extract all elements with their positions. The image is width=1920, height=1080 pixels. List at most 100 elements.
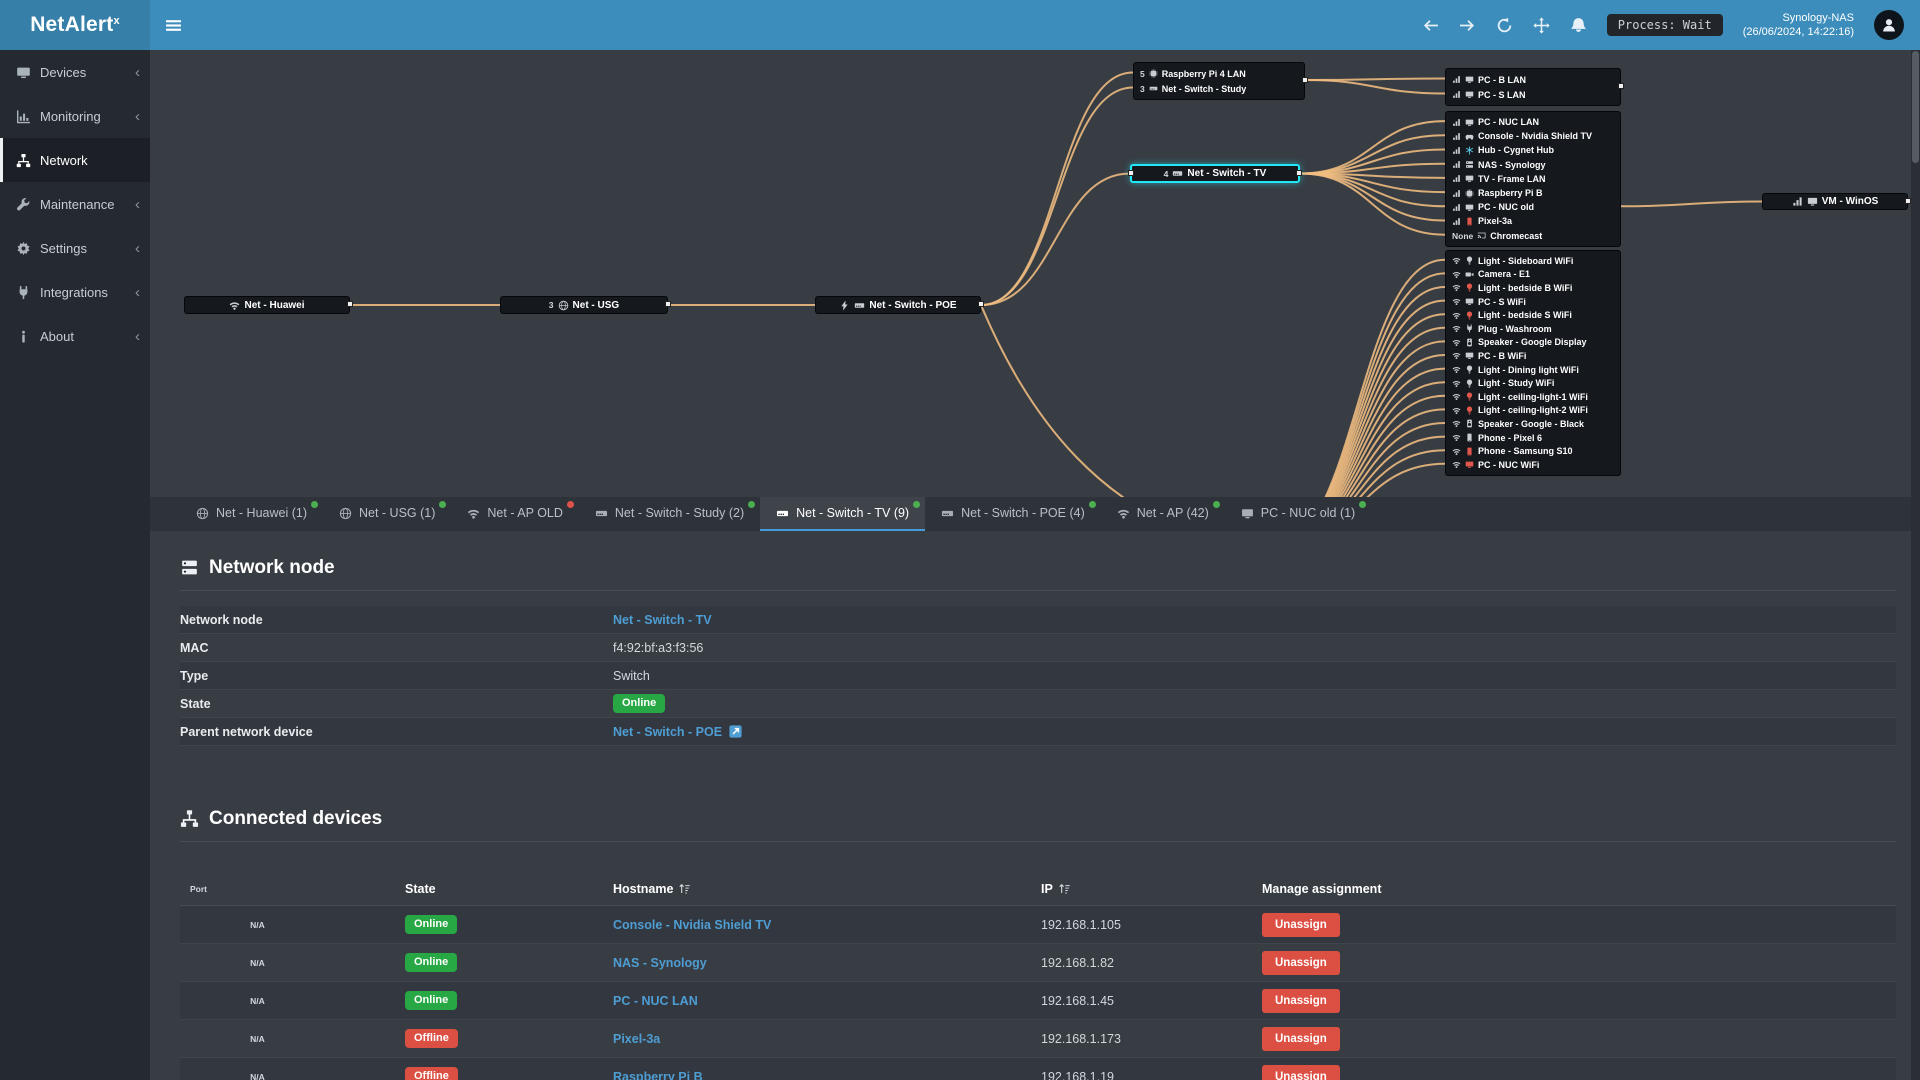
phone-icon (1465, 447, 1474, 456)
device-entry: Raspberry Pi B (1446, 186, 1620, 200)
device-entry: Pixel-3a (1446, 214, 1620, 228)
port-cell: N/A (250, 1033, 265, 1044)
column-header-label: IP (1041, 881, 1053, 896)
tab-net-switch-study-2-[interactable]: Net - Switch - Study (2) (579, 497, 760, 531)
monitor-icon (1465, 460, 1474, 469)
port-cell: N/A (250, 957, 265, 968)
device-link[interactable]: Pixel-3a (613, 1031, 661, 1046)
tab-net-ap-42-[interactable]: Net - AP (42) (1101, 497, 1225, 531)
server-icon (180, 558, 199, 577)
sidebar-item-label: Maintenance (40, 196, 115, 212)
switch-icon (1172, 168, 1183, 179)
ip-column-header[interactable]: IP (1041, 882, 1262, 896)
sidebar-item-network[interactable]: Network (0, 138, 150, 182)
state-cell: Online (405, 952, 613, 973)
hostname-cell: Console - Nvidia Shield TV (613, 918, 1041, 932)
device-link[interactable]: NAS - Synology (613, 955, 707, 970)
connected-devices-section-header: Connected devices (180, 796, 1896, 842)
unassign-button[interactable]: Unassign (1262, 1026, 1340, 1051)
topology-group-glan[interactable]: PC - B LAN PC - S LAN (1445, 68, 1624, 106)
column-header-label: Manage assignment (1262, 881, 1382, 896)
topology-group-gtv[interactable]: PC - NUC LAN Console - Nvidia Shield TV Hu… (1445, 111, 1621, 247)
sidebar-item-about[interactable]: About ‹ (0, 314, 150, 358)
sidebar-toggle-button[interactable] (150, 0, 196, 50)
detail-link[interactable]: Net - Switch - TV (613, 612, 712, 627)
device-label: Light - bedside S WiFi (1478, 310, 1572, 321)
globe-icon (339, 507, 352, 520)
bulb-icon (1465, 311, 1474, 320)
hostname-cell: NAS - Synology (613, 956, 1041, 970)
unassign-button[interactable]: Unassign (1262, 950, 1340, 975)
detail-value: Switch (613, 668, 650, 683)
tab-net-switch-poe-4-[interactable]: Net - Switch - POE (4) (925, 497, 1101, 531)
pan-move-icon[interactable] (1533, 17, 1550, 34)
tab-net-usg-1-[interactable]: Net - USG (1) (323, 497, 451, 531)
nav-back-icon[interactable] (1422, 17, 1439, 34)
topology-node-usg[interactable]: 3 Net - USG (500, 296, 671, 314)
topology-node-vm[interactable]: VM - WinOS (1762, 193, 1911, 210)
status-dot (1088, 501, 1096, 508)
hostname-column-header[interactable]: Hostname (613, 882, 1041, 896)
tab-net-switch-tv-9-[interactable]: Net - Switch - TV (9) (760, 497, 926, 531)
topology-node-huawei[interactable]: Net - Huawei (184, 296, 353, 314)
topology-node-tv[interactable]: 4 Net - Switch - TV (1128, 164, 1302, 183)
sidebar-item-devices[interactable]: Devices ‹ (0, 50, 150, 94)
unassign-button[interactable]: Unassign (1262, 1064, 1340, 1080)
device-label: Light - ceiling-light-1 WiFi (1478, 391, 1588, 402)
sidebar-item-monitoring[interactable]: Monitoring ‹ (0, 94, 150, 138)
device-row: N/A Online NAS - Synology 192.168.1.82 Unass… (180, 944, 1896, 982)
tab-label: Net - Huawei (1) (216, 506, 307, 520)
notifications-bell-icon[interactable] (1570, 17, 1587, 34)
device-link[interactable]: PC - NUC LAN (613, 993, 698, 1008)
device-label: Camera - E1 (1478, 269, 1531, 280)
connector-handle (1905, 197, 1911, 204)
port-label: 5 (1140, 68, 1145, 79)
hostname-cell: PC - NUC LAN (613, 994, 1041, 1008)
network-diagram[interactable]: Net - Huawei 3 Net - USG Net - Switch - POE… (150, 50, 1920, 497)
scrollbar-thumb[interactable] (1912, 51, 1919, 163)
nav-forward-icon[interactable] (1459, 17, 1476, 34)
wifi-icon (1452, 460, 1461, 469)
status-dot (913, 501, 921, 508)
device-link[interactable]: Raspberry Pi B (613, 1069, 703, 1080)
topology-group-gwifi[interactable]: Light - Sideboard WiFi Camera - E1 Light -… (1445, 250, 1621, 476)
user-avatar[interactable] (1874, 10, 1904, 40)
tab-label: Net - Switch - POE (4) (961, 506, 1085, 520)
sort-icon (678, 882, 691, 895)
tab-net-huawei-1-[interactable]: Net - Huawei (1) (180, 497, 323, 531)
hub-icon (1465, 146, 1474, 155)
camera-icon (1465, 270, 1474, 279)
bulb-icon (1465, 392, 1474, 401)
refresh-icon[interactable] (1496, 17, 1513, 34)
sidebar-item-integrations[interactable]: Integrations ‹ (0, 270, 150, 314)
phone-icon (1465, 433, 1474, 442)
status-dot (1212, 501, 1220, 508)
device-link[interactable]: Console - Nvidia Shield TV (613, 917, 772, 932)
device-entry: Speaker - Google Display (1446, 336, 1620, 350)
lan-icon (1452, 75, 1461, 84)
topology-group-gstudy[interactable]: 5 Raspberry Pi 4 LAN 3 Net - Switch - Study (1133, 62, 1308, 100)
sidebar-item-settings[interactable]: Settings ‹ (0, 226, 150, 270)
detail-row: Parent network device Net - Switch - POE (180, 718, 1896, 746)
tab-net-ap-old[interactable]: Net - AP OLD (451, 497, 579, 531)
app-logo[interactable]: NetAlert x (0, 0, 150, 50)
device-label: Chromecast (1490, 230, 1543, 241)
device-entry: Phone - Pixel 6 (1446, 431, 1620, 445)
manage-cell: Unassign (1262, 988, 1896, 1013)
detail-link[interactable]: Net - Switch - POE (613, 724, 723, 739)
sidebar-item-label: Monitoring (40, 108, 101, 124)
device-entry: Console - Nvidia Shield TV (1446, 129, 1620, 143)
wifi-icon (1452, 379, 1461, 388)
detail-value: Online (613, 693, 666, 714)
topology-node-poe[interactable]: Net - Switch - POE (815, 296, 984, 314)
sidebar-item-label: Integrations (40, 284, 108, 300)
tab-label: Net - AP (42) (1136, 506, 1209, 520)
switch-icon (595, 507, 608, 520)
sidebar-item-maintenance[interactable]: Maintenance ‹ (0, 182, 150, 226)
unassign-button[interactable]: Unassign (1262, 912, 1340, 937)
page-scrollbar[interactable] (1911, 50, 1920, 1080)
tab-pc-nuc-old-1-[interactable]: PC - NUC old (1) (1225, 497, 1371, 531)
ip-cell: 192.168.1.45 (1041, 993, 1114, 1008)
monitor-icon (1465, 351, 1474, 360)
unassign-button[interactable]: Unassign (1262, 988, 1340, 1013)
